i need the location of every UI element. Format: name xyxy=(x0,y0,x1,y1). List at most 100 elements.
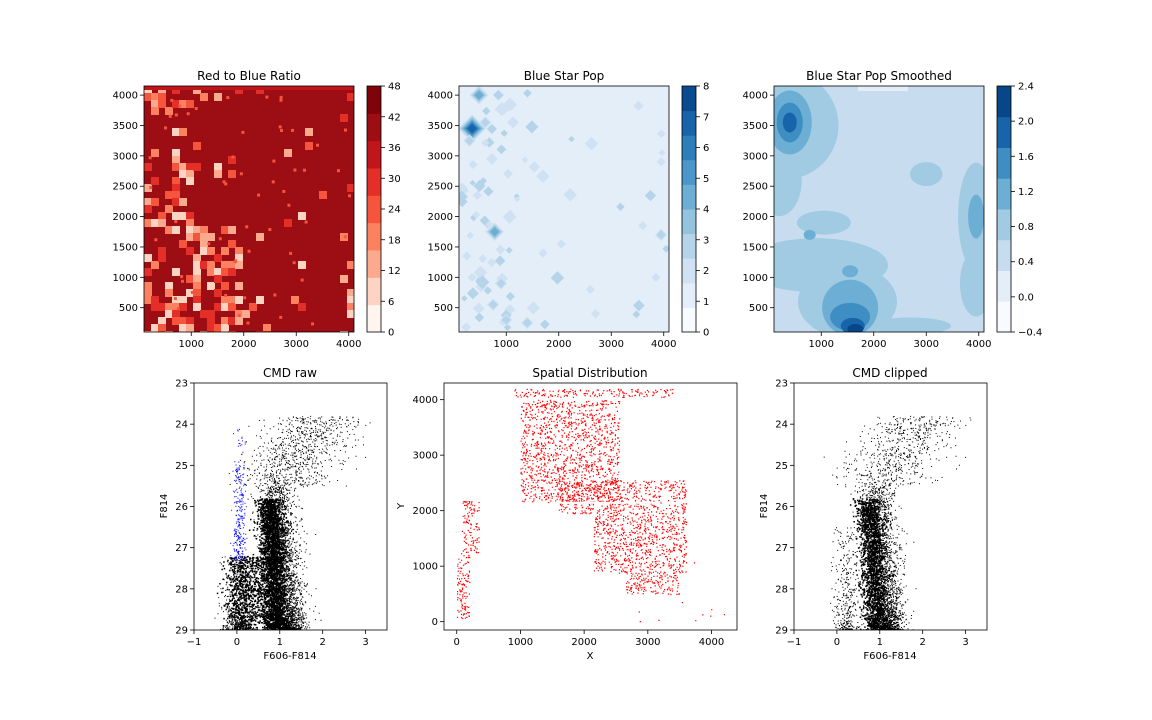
heatmap-cell xyxy=(164,126,168,130)
heatmap-cell xyxy=(279,98,283,102)
heatmap-cell xyxy=(347,296,354,304)
heatmap-cell xyxy=(539,319,550,330)
x-tick-label: −1 xyxy=(787,637,802,648)
heatmap-cell xyxy=(228,261,236,269)
heatmap-cell xyxy=(633,100,644,111)
heatmap-cell xyxy=(319,191,327,199)
colorbar-tick-label: 18 xyxy=(388,235,401,246)
heatmap-cell xyxy=(493,89,504,101)
heatmap-cell xyxy=(633,299,645,312)
heatmap-cell xyxy=(224,293,228,297)
x-tick-label: 2 xyxy=(319,637,325,648)
heatmap-cell xyxy=(186,170,194,178)
heatmap-cell xyxy=(186,163,194,171)
blue-star-points xyxy=(230,428,248,561)
heatmap-cell xyxy=(483,186,494,197)
colorbar-band xyxy=(367,250,381,278)
heatmap-cell xyxy=(172,128,180,136)
heatmap-cell xyxy=(461,187,469,195)
x-tick-label: 3 xyxy=(362,637,368,648)
heatmap-cell xyxy=(158,212,166,220)
heatmap-cell xyxy=(550,271,565,285)
heatmap-hotspot xyxy=(462,251,472,261)
heatmap-cell xyxy=(235,254,243,262)
heatmap-cell xyxy=(172,149,180,157)
heatmap-cell xyxy=(481,138,490,147)
heatmap-cell xyxy=(662,244,669,253)
heatmap-cell xyxy=(149,186,153,190)
heatmap-cell xyxy=(237,313,241,317)
heatmap-cell xyxy=(514,196,521,203)
contour-region xyxy=(968,194,984,239)
heatmap-cell xyxy=(644,189,657,202)
heatmap-cell xyxy=(526,301,540,315)
colorbar-tick-label: 1.2 xyxy=(1018,187,1034,198)
heatmap-cell xyxy=(193,303,201,311)
heatmap-cell xyxy=(228,268,236,276)
heatmap-cell xyxy=(347,93,354,101)
heatmap-cell xyxy=(256,331,264,332)
heatmap-cell xyxy=(144,198,152,206)
heatmap-cell xyxy=(179,324,187,332)
heatmap-cell xyxy=(263,324,271,332)
colorbar-tick-label: 48 xyxy=(388,82,401,93)
data-points xyxy=(849,498,895,630)
heatmap-hotspot xyxy=(480,117,490,128)
heatmap-cell xyxy=(279,315,283,319)
y-tick-label: 27 xyxy=(775,543,788,554)
heatmap-cell xyxy=(486,153,498,165)
heatmap-cell xyxy=(144,219,152,227)
heatmap-cell xyxy=(158,93,166,101)
y-tick-label: 1000 xyxy=(428,273,453,284)
heatmap-cell xyxy=(494,255,506,267)
heatmap-cell xyxy=(165,289,173,297)
y-tick-label: 2500 xyxy=(743,182,768,193)
y-tick-label: 3000 xyxy=(413,451,438,462)
colorbar-band xyxy=(682,307,696,333)
heatmap-cell xyxy=(194,106,198,110)
heatmap-cell xyxy=(200,240,208,248)
y-tick-label: 2000 xyxy=(743,212,768,223)
heatmap-cell xyxy=(242,310,250,318)
heatmap-cell xyxy=(348,194,352,198)
heatmap-cell xyxy=(221,261,229,269)
colorbar-tick-label: 3 xyxy=(703,235,709,246)
heatmap-cell xyxy=(525,120,539,134)
chart-title: CMD clipped xyxy=(852,366,927,380)
gap xyxy=(552,501,661,504)
y-tick-label: 3500 xyxy=(743,121,768,132)
heatmap-cell xyxy=(180,279,184,283)
colorbar-tick-label: 1.6 xyxy=(1018,152,1034,163)
heatmap-cell xyxy=(466,287,479,300)
colorbar-band xyxy=(682,159,696,185)
heatmap-cell xyxy=(298,261,306,269)
heatmap-cell xyxy=(231,155,235,159)
heatmap-cell xyxy=(221,303,229,311)
heatmap-cell xyxy=(151,149,159,157)
heatmap-cell xyxy=(311,322,315,326)
heatmap-cell xyxy=(144,93,152,101)
heatmap-cell xyxy=(165,282,173,290)
y-tick-label: 23 xyxy=(175,379,188,390)
heatmap-cell xyxy=(144,163,152,171)
heatmap-cell xyxy=(193,261,201,269)
heatmap-cell xyxy=(165,331,173,332)
heatmap-cell xyxy=(234,259,238,263)
heatmap-cell xyxy=(235,247,243,255)
heatmap-cell xyxy=(272,159,276,163)
heatmap-cell xyxy=(304,220,308,224)
heatmap-cell xyxy=(193,275,201,283)
contour-region xyxy=(774,144,802,217)
heatmap-cell xyxy=(193,163,201,171)
heatmap-cell xyxy=(228,303,236,311)
heatmap-cell xyxy=(280,129,284,133)
panel-blue-star-pop: Blue Star Pop 1000 2000 3000 40005001000150… xyxy=(428,69,710,350)
y-axis-label: F814 xyxy=(759,494,770,519)
y-tick-label: 4000 xyxy=(113,91,138,102)
heatmap-cell xyxy=(207,324,215,332)
heatmap-cell xyxy=(235,282,243,290)
y-tick-label: 0 xyxy=(432,617,438,628)
heatmap-cell xyxy=(568,135,575,143)
heatmap-hotspot xyxy=(656,157,666,167)
heatmap-cell xyxy=(632,310,641,319)
